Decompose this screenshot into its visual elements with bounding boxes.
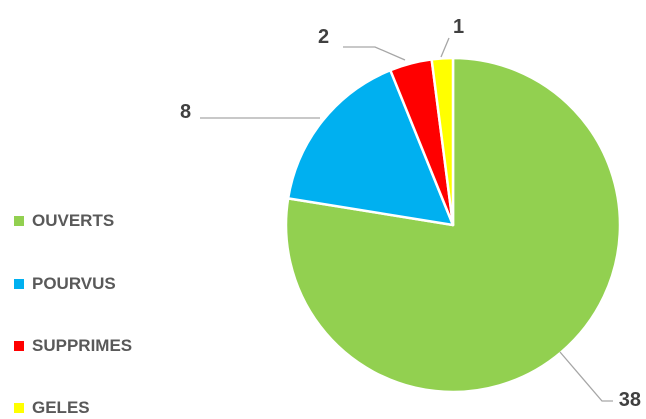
legend-swatch (14, 403, 24, 413)
pie-slices (284, 56, 622, 394)
legend-swatch (14, 279, 24, 289)
legend-swatch (14, 341, 24, 351)
legend-label: POURVUS (32, 274, 116, 293)
pie-slice-geles (430, 56, 455, 227)
data-labels: 38 8 2 1 (180, 16, 641, 411)
legend-label: OUVERTS (32, 211, 115, 230)
leader-line-ouverts (559, 351, 613, 402)
leader-line-supprimes (343, 46, 406, 61)
data-label-pourvus: 8 (180, 101, 191, 123)
legend-item-geles: GELES (14, 397, 90, 419)
legend-item-pourvus: POURVUS (14, 273, 116, 295)
legend-item-supprimes: SUPPRIMES (14, 335, 132, 357)
legend-swatch (14, 216, 24, 226)
data-label-ouverts: 38 (619, 389, 641, 411)
leader-line-geles (440, 37, 450, 58)
pie-slice-pourvus (286, 68, 455, 227)
data-label-supprimes: 2 (318, 26, 329, 48)
legend-label: SUPPRIMES (32, 336, 133, 355)
legend-item-ouverts: OUVERTS (14, 210, 114, 232)
legend-label: GELES (32, 398, 90, 417)
data-label-geles: 1 (453, 16, 464, 38)
leader-lines (200, 37, 613, 402)
